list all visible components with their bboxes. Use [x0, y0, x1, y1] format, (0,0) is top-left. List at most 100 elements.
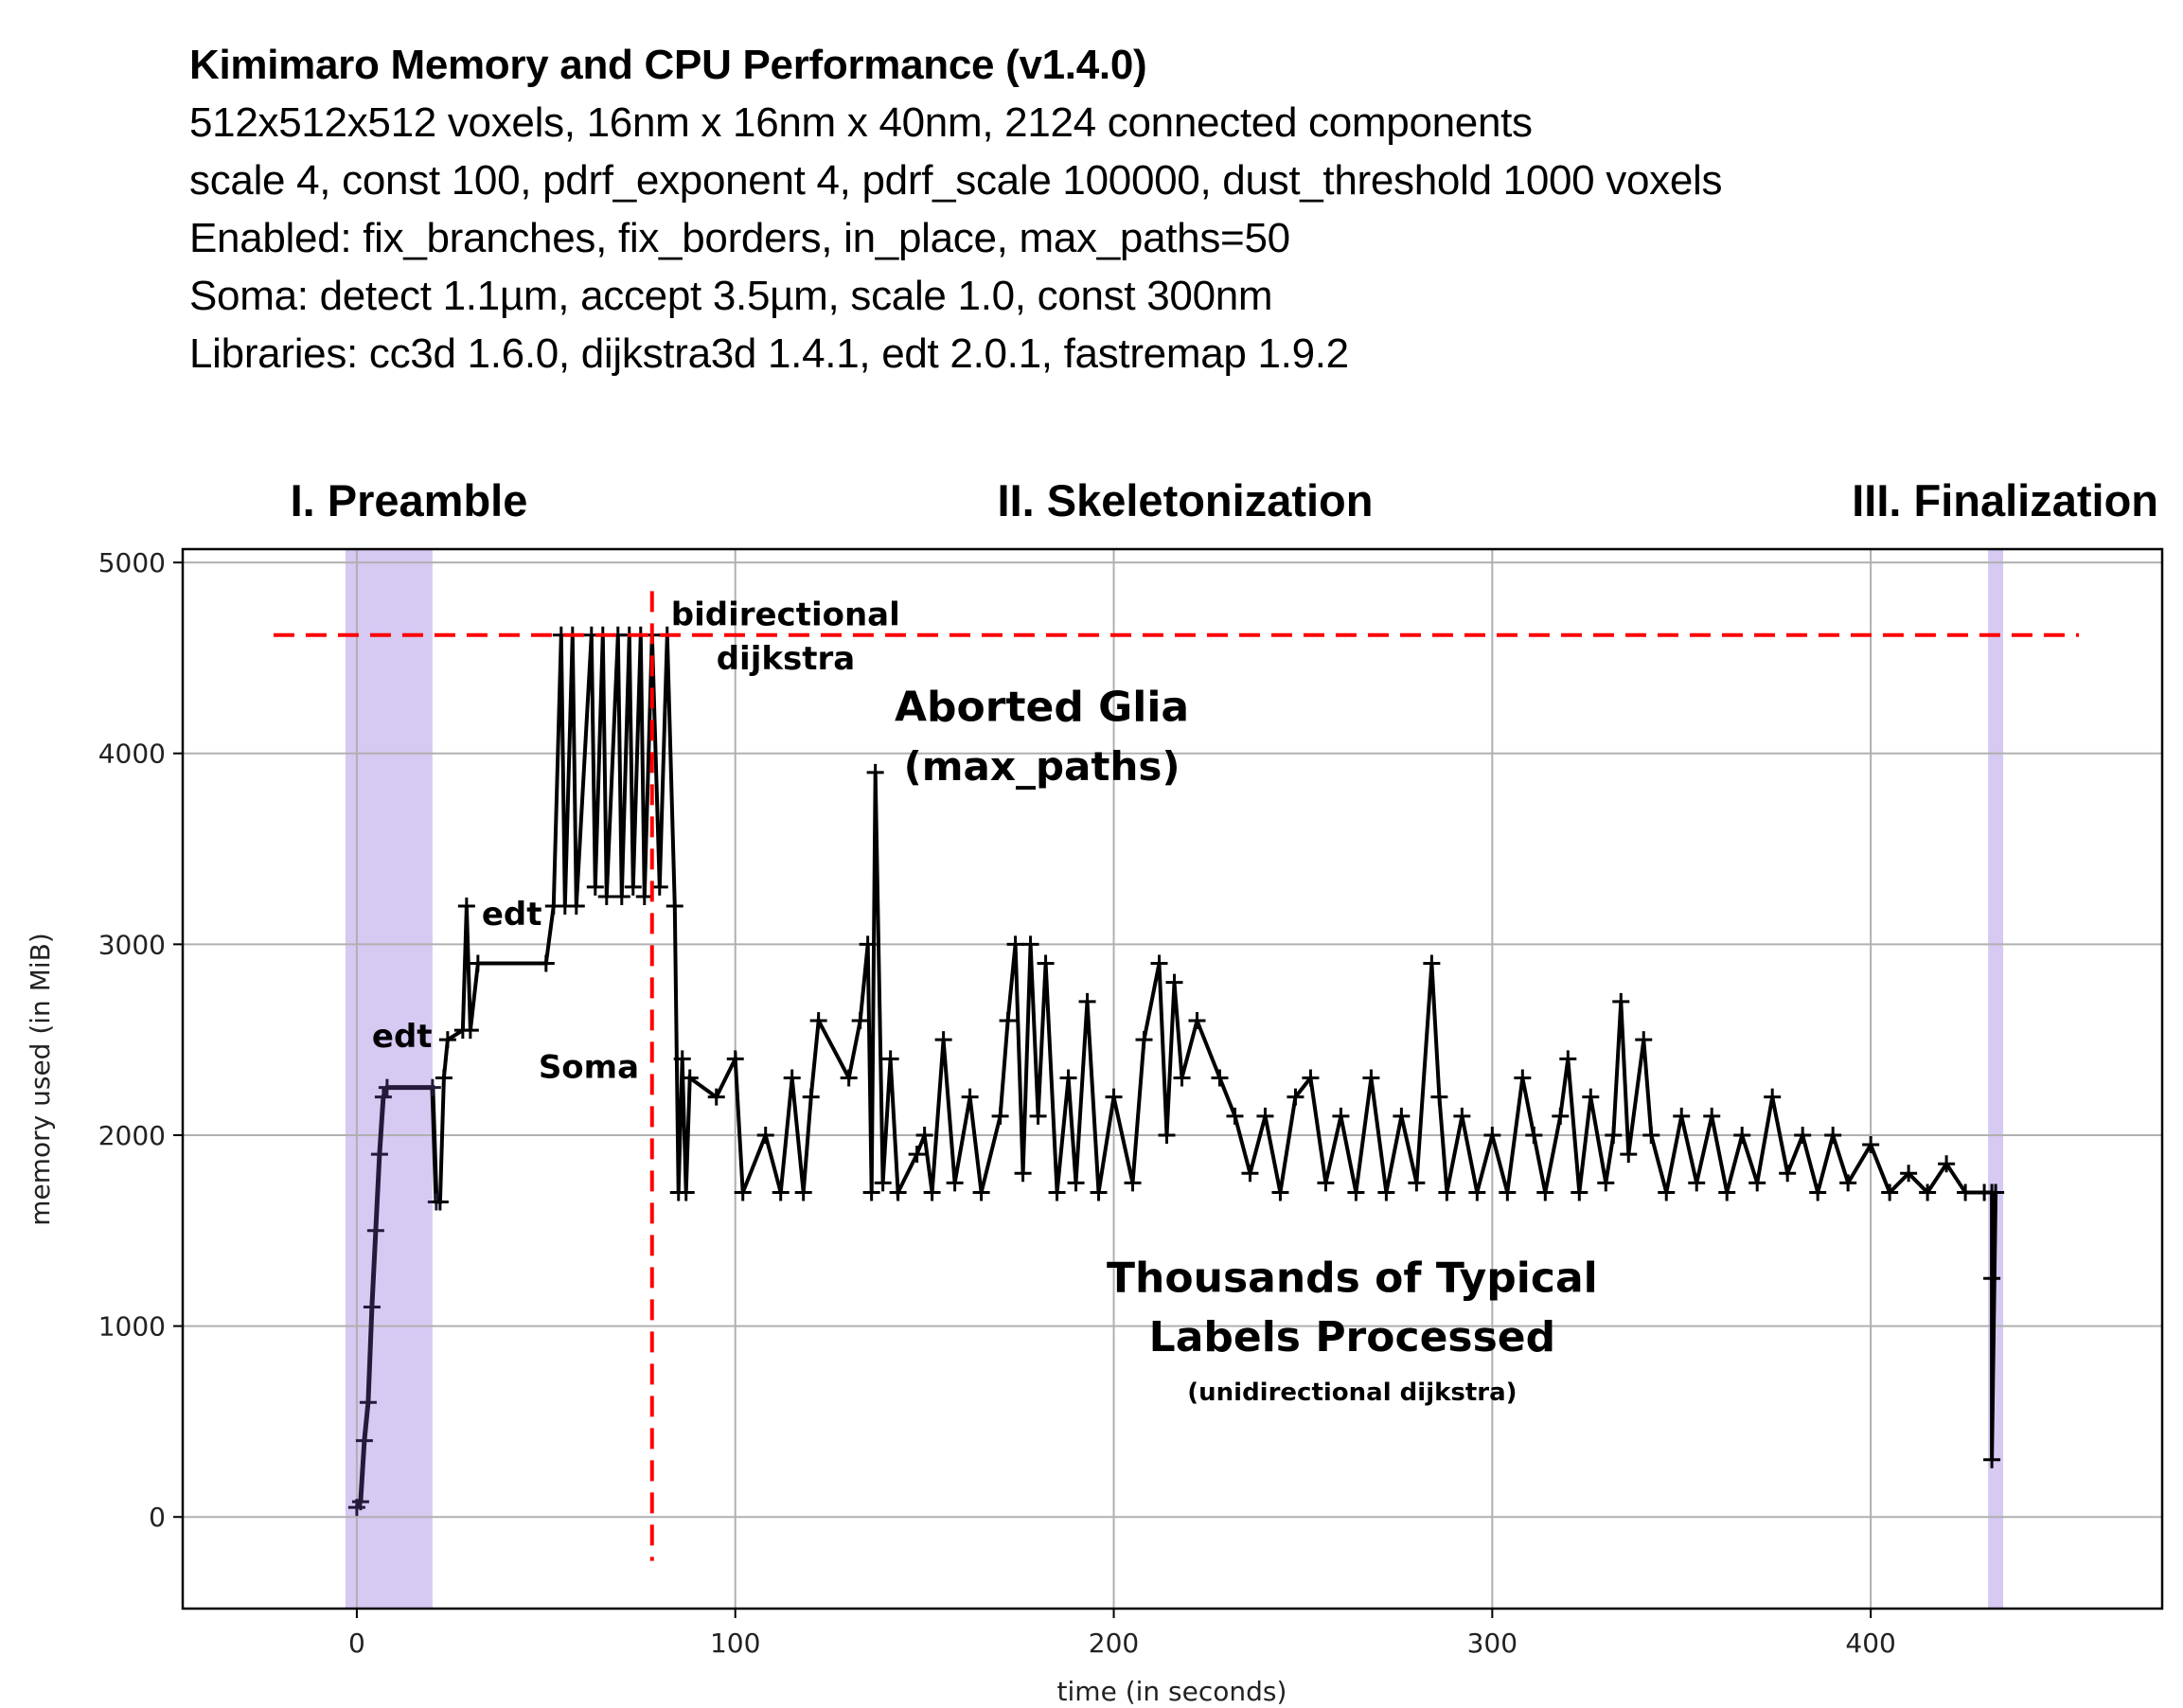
- data-point-marker: [756, 1126, 774, 1144]
- data-point-marker: [1483, 1126, 1501, 1144]
- subtitle-line-4: Soma: detect 1.1µm, accept 3.5µm, scale …: [189, 273, 1273, 319]
- data-point-marker: [1839, 1174, 1857, 1192]
- data-point-marker: [1620, 1146, 1638, 1164]
- data-point-marker: [972, 1183, 990, 1201]
- data-point-marker: [457, 898, 475, 916]
- data-point-marker: [772, 1183, 790, 1201]
- data-point-marker: [469, 954, 487, 972]
- data-point-marker: [881, 1050, 899, 1068]
- subtitle-line-2: scale 4, const 100, pdrf_exponent 4, pdr…: [189, 157, 1723, 204]
- y-tick-label: 5000: [98, 547, 166, 578]
- data-point-marker: [1256, 1107, 1274, 1125]
- data-point-marker: [1612, 992, 1630, 1010]
- data-point-marker: [1900, 1165, 1918, 1183]
- data-point-marker: [707, 1088, 725, 1106]
- data-point-marker: [1794, 1126, 1812, 1144]
- section-skeletonization: II. Skeletonization: [998, 475, 1374, 525]
- data-point-marker: [1983, 1270, 2001, 1288]
- y-tick-label: 4000: [98, 738, 166, 770]
- data-point-marker: [374, 1088, 392, 1106]
- data-point-marker: [1718, 1183, 1736, 1201]
- data-point-marker: [1158, 1126, 1176, 1144]
- data-point-marker: [586, 878, 604, 896]
- data-point-marker: [666, 898, 683, 916]
- data-point-marker: [461, 1022, 479, 1040]
- data-point-marker: [624, 878, 642, 896]
- data-point-marker: [1332, 1107, 1350, 1125]
- y-axis-label: memory used (in MiB): [25, 933, 56, 1226]
- data-point-marker: [802, 1088, 820, 1106]
- data-point-marker: [438, 1031, 456, 1049]
- data-point-marker: [866, 763, 884, 781]
- annotation-label: edt: [482, 896, 542, 934]
- chart-header: Kimimaro Memory and CPU Performance (v1.…: [189, 36, 1723, 383]
- data-point-marker: [1779, 1165, 1797, 1183]
- annotation-label: Aborted Glia: [895, 683, 1189, 731]
- data-point-marker: [435, 1069, 453, 1087]
- subtitle-line-3: Enabled: fix_branches, fix_borders, in_p…: [189, 215, 1290, 261]
- x-tick-label: 200: [1089, 1628, 1139, 1659]
- chart-title: Kimimaro Memory and CPU Performance (v1.…: [189, 42, 1147, 88]
- data-point-marker: [1658, 1183, 1676, 1201]
- annotation-label: Soma: [539, 1048, 639, 1086]
- data-point-marker: [1347, 1183, 1365, 1201]
- data-point-marker: [1211, 1069, 1229, 1087]
- data-point-marker: [1135, 1031, 1153, 1049]
- data-point-marker: [681, 1069, 699, 1087]
- data-point-marker: [1571, 1183, 1588, 1201]
- data-point-marker: [923, 1183, 941, 1201]
- data-point-marker: [991, 1107, 1009, 1125]
- data-point-marker: [1226, 1107, 1244, 1125]
- annotation-label: Thousands of Typical: [1107, 1254, 1598, 1302]
- plot-frame: [181, 547, 2164, 1610]
- data-point-marker: [355, 1432, 373, 1450]
- data-point-marker: [999, 1012, 1017, 1030]
- data-point-marker: [1582, 1088, 1600, 1106]
- data-point-marker: [851, 1012, 869, 1030]
- data-point-marker: [366, 1221, 384, 1239]
- data-point-marker: [1317, 1174, 1335, 1192]
- data-point-marker: [1957, 1183, 1975, 1201]
- data-point-marker: [1271, 1183, 1289, 1201]
- data-point-marker: [1059, 1069, 1077, 1087]
- data-point-marker: [734, 1183, 752, 1201]
- data-point-marker: [1188, 1012, 1206, 1030]
- data-point-marker: [1559, 1050, 1577, 1068]
- data-point-marker: [1764, 1088, 1782, 1106]
- data-point-marker: [946, 1174, 964, 1192]
- x-tick-label: 100: [710, 1628, 760, 1659]
- data-point-marker: [934, 1031, 952, 1049]
- data-point-marker: [1642, 1126, 1660, 1144]
- data-point-marker: [1006, 935, 1024, 953]
- data-point-marker: [1748, 1174, 1766, 1192]
- data-point-marker: [1733, 1126, 1751, 1144]
- data-point-marker: [908, 1146, 926, 1164]
- data-point-marker: [1938, 1155, 1956, 1173]
- data-point-marker: [840, 1069, 858, 1087]
- data-point-marker: [1124, 1174, 1142, 1192]
- data-point-marker: [1287, 1088, 1304, 1106]
- data-point-marker: [915, 1126, 933, 1144]
- data-point-marker: [1673, 1107, 1691, 1125]
- data-point-marker: [1165, 973, 1183, 991]
- section-finalization: III. Finalization: [1852, 475, 2158, 525]
- annotation-label: (max_paths): [904, 743, 1180, 790]
- data-point-marker: [1173, 1069, 1191, 1087]
- data-point-marker: [1377, 1183, 1395, 1201]
- data-point-marker: [1241, 1165, 1259, 1183]
- highlight-span: [345, 549, 433, 1609]
- data-point-marker: [809, 1012, 827, 1030]
- data-point-marker: [1987, 1183, 2005, 1201]
- data-point-marker: [1362, 1069, 1380, 1087]
- data-point-marker: [1438, 1183, 1456, 1201]
- data-point-marker: [370, 1146, 388, 1164]
- data-point-marker: [1688, 1174, 1706, 1192]
- data-point-marker: [783, 1069, 801, 1087]
- data-point-marker: [612, 887, 630, 905]
- data-point-marker: [1430, 1088, 1448, 1106]
- x-tick-label: 0: [348, 1628, 365, 1659]
- data-point-marker: [1048, 1183, 1066, 1201]
- data-point-marker: [1408, 1174, 1426, 1192]
- subtitle-line-5: Libraries: cc3d 1.6.0, dijkstra3d 1.4.1,…: [189, 330, 1349, 377]
- data-point-marker: [1919, 1183, 1937, 1201]
